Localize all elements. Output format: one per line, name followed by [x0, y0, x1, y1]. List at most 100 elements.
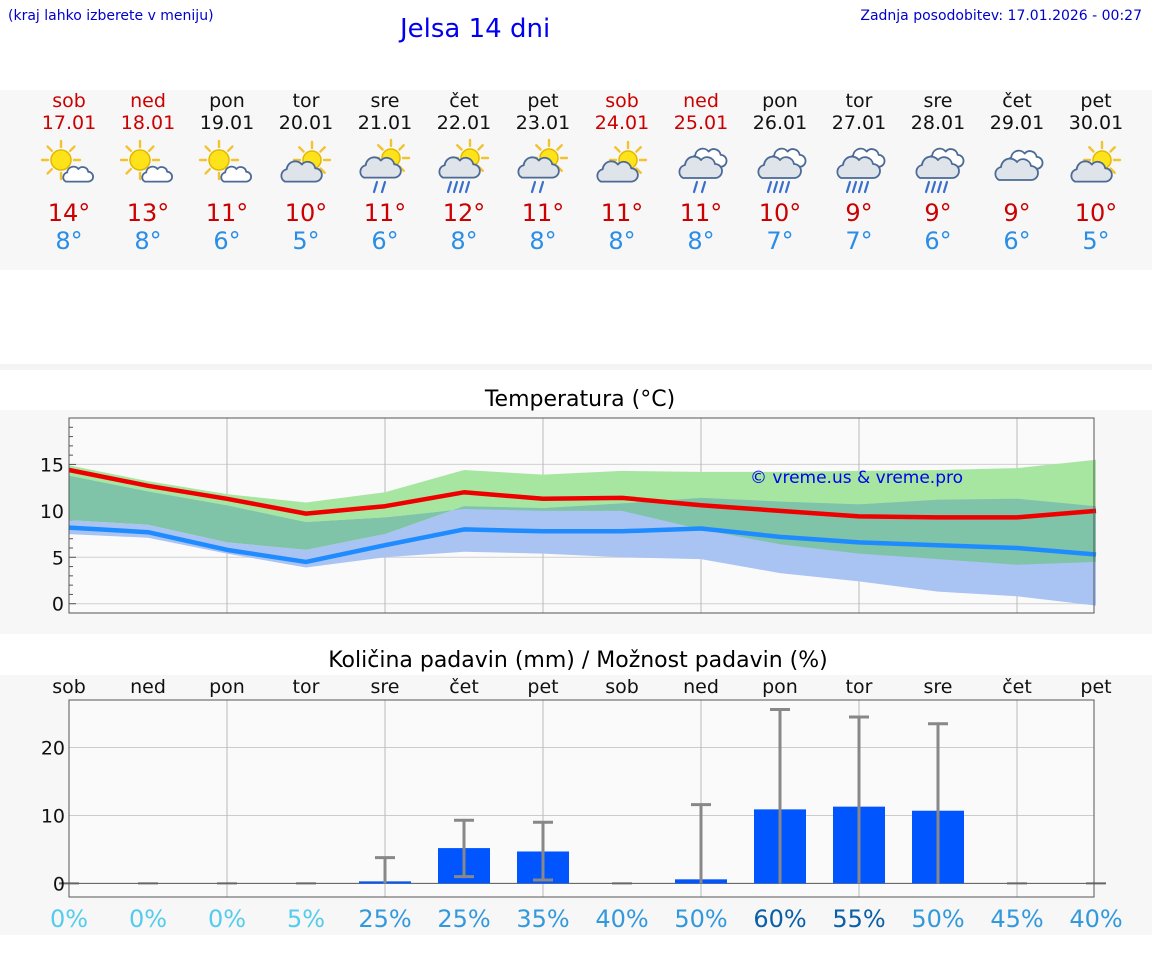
icon-graphic: [994, 149, 1044, 181]
precipitation-chart: sob ned pon tor sre čet pet sob ned pon tor sre čet p…: [41, 676, 1123, 933]
rain-drop: [845, 180, 852, 194]
day-date: 24.01: [594, 112, 650, 134]
sun-ray: [46, 145, 54, 153]
min-temp: 6°: [924, 227, 952, 255]
sun-ray: [377, 144, 384, 151]
forecast-day: pet 30.01 10° 5°: [1056, 90, 1136, 255]
min-temp: 8°: [608, 227, 636, 255]
cloud-shape: [62, 165, 94, 183]
day-date: 27.01: [831, 112, 887, 134]
sun-ray: [125, 167, 133, 175]
day-label: čet: [449, 676, 479, 698]
sun-disc: [50, 149, 72, 171]
max-temp: 10°: [758, 199, 802, 227]
divider: [0, 364, 1152, 370]
day-name: tor: [845, 90, 873, 112]
rain-drop: [851, 180, 858, 194]
min-temp: 8°: [529, 227, 557, 255]
day-name: sre: [923, 90, 953, 112]
city-menu-hint: (kraj lahko izberete v meniju): [8, 8, 214, 24]
rain-drop: [372, 180, 379, 194]
forecast-day: pon 19.01 11° 6°: [187, 90, 267, 255]
day-name: pon: [209, 90, 245, 112]
precipitation-probability: 60%: [753, 905, 806, 933]
icon-graphic: [198, 139, 252, 183]
precipitation-probability: 25%: [358, 905, 411, 933]
temperature-chart-title: Temperatura (°C): [484, 387, 676, 412]
last-update: Zadnja posodobitev: 17.01.2026 - 00:27: [860, 8, 1142, 24]
min-temp: 6°: [213, 227, 241, 255]
max-temp: 11°: [363, 199, 407, 227]
precipitation-probability: 35%: [516, 905, 569, 933]
day-name: pet: [1080, 90, 1112, 112]
max-temp: 9°: [1003, 199, 1031, 227]
sun-ray: [319, 167, 326, 174]
icon-graphic: [836, 147, 886, 194]
max-temp: 10°: [1074, 199, 1118, 227]
day-name: tor: [292, 90, 320, 112]
day-date: 20.01: [278, 112, 334, 134]
day-label: pon: [762, 676, 798, 698]
precipitation-probability: 50%: [674, 905, 727, 933]
cloud-rain-icon: [757, 147, 807, 194]
forecast-strip: [0, 90, 1152, 270]
rain-drop: [784, 180, 791, 194]
day-label: sre: [924, 676, 953, 698]
watermark: © vreme.us & vreme.pro: [750, 468, 964, 488]
day-date: 28.01: [910, 112, 966, 134]
rain-drop: [924, 180, 931, 194]
icon-graphic: [678, 147, 728, 194]
max-temp: 11°: [205, 199, 249, 227]
rain-drop: [464, 180, 471, 194]
min-temp: 8°: [450, 227, 478, 255]
forecast-day: čet 29.01 9° 6°: [977, 90, 1057, 255]
sun-ray: [1109, 167, 1116, 174]
precipitation-probability: 50%: [911, 905, 964, 933]
sun-ray: [46, 167, 54, 175]
icon-graphic: [915, 147, 965, 194]
rain-drop: [863, 180, 870, 194]
day-label: ned: [130, 676, 166, 698]
max-temp: 12°: [442, 199, 486, 227]
max-temp: 9°: [924, 199, 952, 227]
forecast-day: pet 23.01 11° 8°: [503, 90, 583, 255]
day-name: ned: [683, 90, 719, 112]
day-label: sob: [605, 676, 639, 698]
forecast-day: ned 25.01 11° 8°: [661, 90, 741, 255]
y-tick-label: 10: [41, 805, 65, 827]
forecast-day: sre 21.01 11° 6°: [345, 90, 425, 255]
precipitation-probability: 55%: [832, 905, 885, 933]
day-label: sob: [52, 676, 86, 698]
rain-drop: [452, 180, 459, 194]
day-name: ned: [130, 90, 166, 112]
day-label: pet: [1080, 676, 1111, 698]
day-label: tor: [846, 676, 873, 698]
sun-ray: [298, 146, 305, 153]
cloud-shape: [1070, 160, 1113, 183]
cloud-shape: [220, 165, 252, 183]
rain-drop: [700, 180, 707, 194]
rain-drop: [446, 180, 453, 194]
forecast-day: pon 26.01 10° 7°: [740, 90, 820, 255]
day-date: 30.01: [1068, 112, 1124, 134]
max-temp: 9°: [845, 199, 873, 227]
day-date: 17.01: [41, 112, 97, 134]
sun-ray: [398, 144, 405, 151]
icon-graphic: [280, 140, 332, 183]
min-temp: 8°: [55, 227, 83, 255]
rain-drop: [766, 180, 773, 194]
day-name: pet: [527, 90, 559, 112]
cloud-shape: [359, 156, 402, 179]
temperature-chart: 0 5 10 15: [40, 417, 1097, 616]
rain-drop: [936, 180, 943, 194]
day-date: 29.01: [989, 112, 1045, 134]
cloud-shape: [596, 160, 639, 183]
plot-frame: [68, 699, 1095, 898]
sun-ray: [204, 167, 212, 175]
icon-graphic: [40, 139, 94, 183]
day-name: čet: [449, 90, 479, 112]
icon-graphic: [119, 139, 173, 183]
cloud-light-rain-icon: [678, 147, 728, 194]
icon-graphic: [517, 138, 569, 194]
precipitation-probability: 0%: [129, 905, 167, 933]
